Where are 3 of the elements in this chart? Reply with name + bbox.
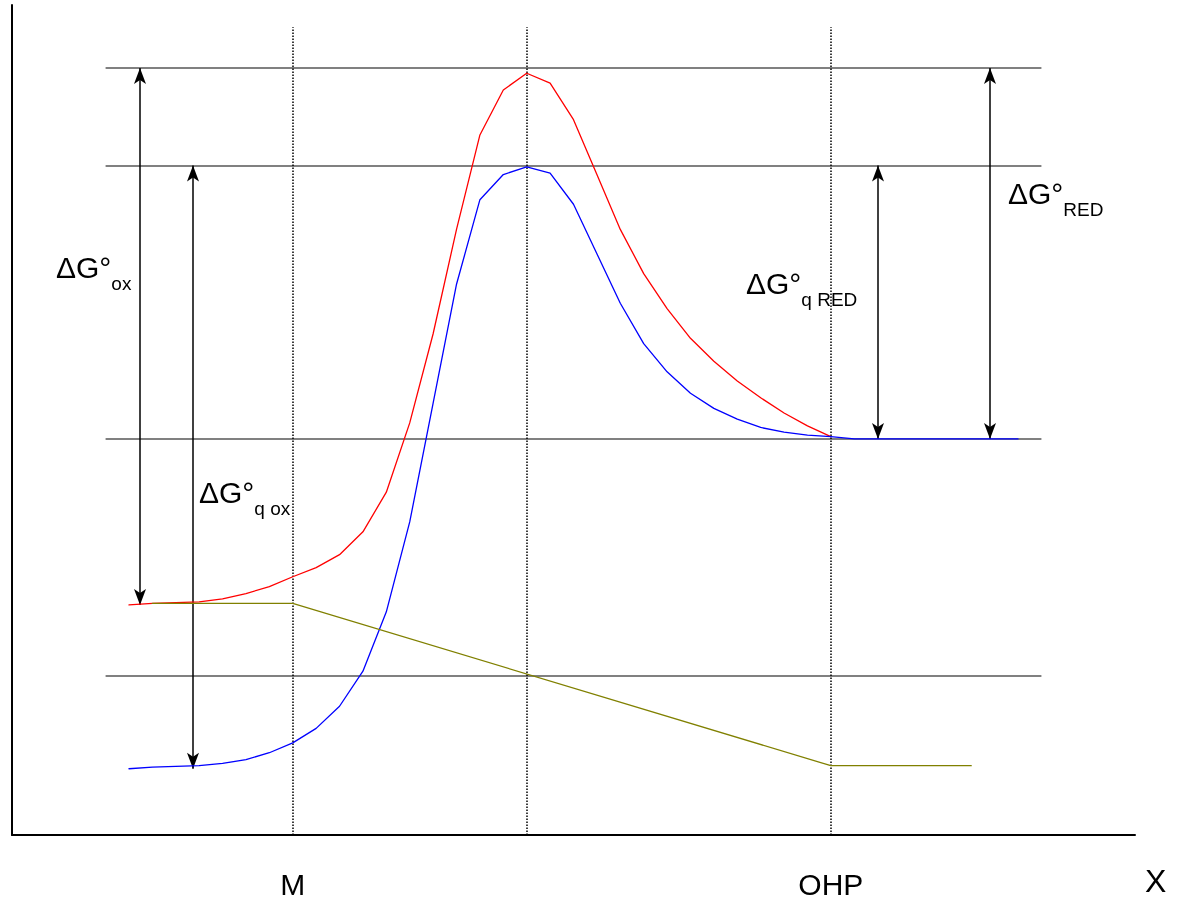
x-tick-label: M [280,867,306,901]
x-tick-label: OHP [798,867,864,901]
x-axis-title: X [1145,863,1167,899]
